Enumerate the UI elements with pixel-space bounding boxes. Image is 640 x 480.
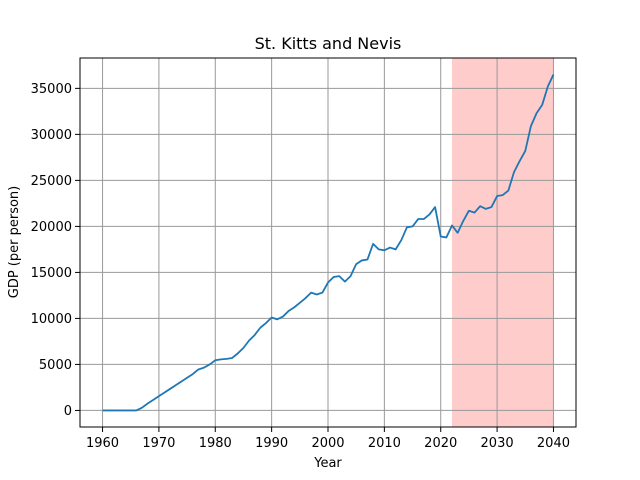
y-axis-label: GDP (per person): [7, 186, 22, 299]
x-tick-label: 1990: [255, 436, 288, 451]
plot-frame: [79, 57, 577, 428]
x-tick-label: 1970: [142, 436, 175, 451]
gdp-series-line: [102, 74, 555, 412]
x-tick-label: 2040: [537, 436, 570, 451]
x-tick-label: 2030: [481, 436, 514, 451]
y-tick-label: 35000: [31, 82, 72, 97]
chart-title: St. Kitts and Nevis: [255, 34, 402, 53]
x-tick-label: 1980: [199, 436, 232, 451]
x-tick-label: 2020: [424, 436, 457, 451]
y-tick-label: 0: [64, 404, 72, 419]
y-tick-label: 30000: [31, 128, 72, 143]
y-tick-label: 10000: [31, 312, 72, 327]
y-tick-label: 15000: [31, 266, 72, 281]
x-tick-label: 2010: [368, 436, 401, 451]
forecast-region: [452, 58, 554, 427]
x-tick-label: 1960: [86, 436, 119, 451]
y-tick-label: 20000: [31, 220, 72, 235]
x-axis-label: Year: [313, 456, 342, 471]
y-tick-label: 25000: [31, 174, 72, 189]
y-tick-label: 5000: [39, 358, 72, 373]
x-tick-label: 2000: [311, 436, 344, 451]
